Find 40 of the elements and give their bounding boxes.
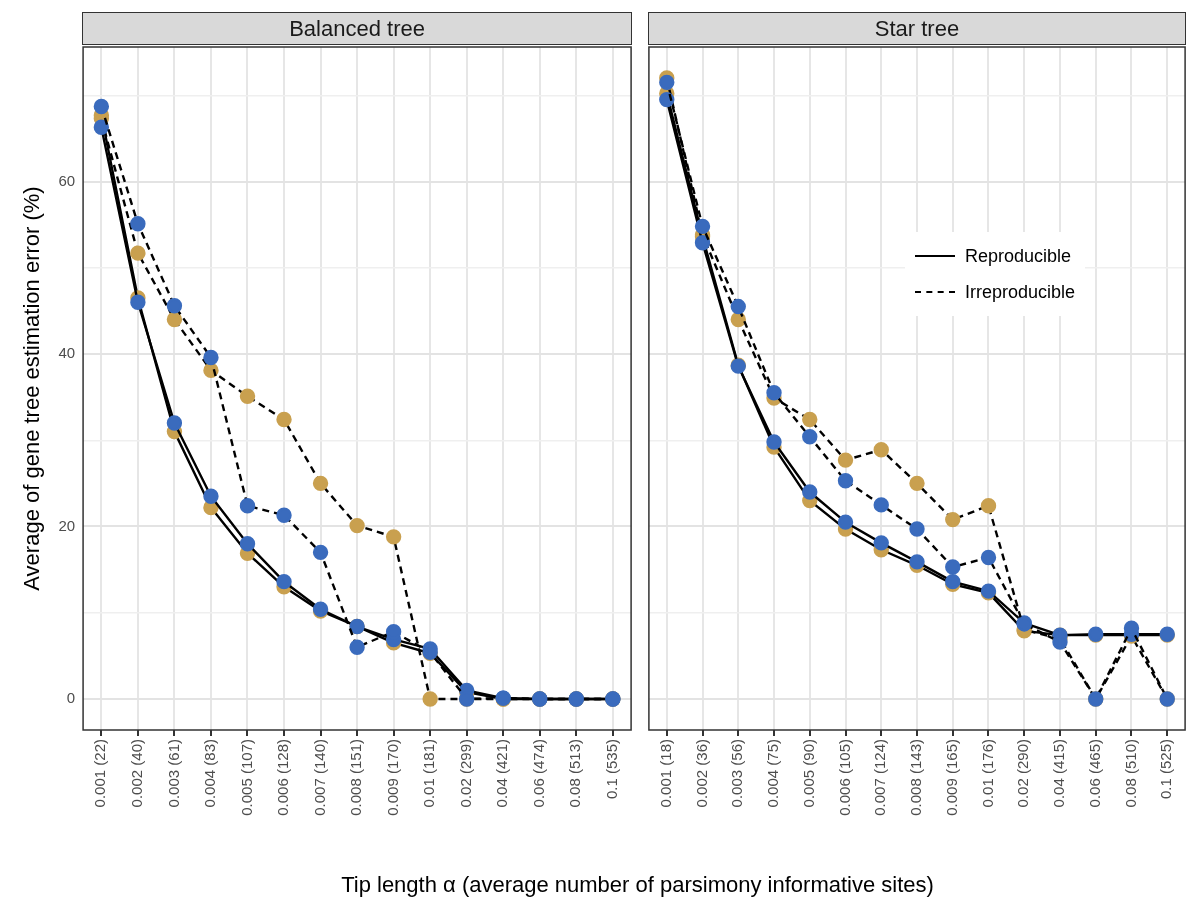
x-tick-label: 0.007 (124) bbox=[871, 739, 889, 816]
x-tick-label: 0.008 (151) bbox=[347, 739, 365, 816]
x-tick-label: 0.007 (140) bbox=[310, 739, 328, 816]
x-tick-label: 0.008 (143) bbox=[907, 739, 925, 816]
legend-label: Irreproducible bbox=[965, 281, 1076, 303]
x-tick-label: 0.06 (474) bbox=[529, 739, 547, 808]
chart-title: Star tree bbox=[647, 12, 1187, 45]
x-tick-label: 0.001 (22) bbox=[91, 739, 109, 808]
x-tick-label: 0.04 (415) bbox=[1050, 739, 1068, 808]
x-tick-label: 0.04 (421) bbox=[493, 739, 511, 808]
x-tick-label: 0.006 (105) bbox=[835, 739, 853, 816]
x-tick-label: 0.009 (165) bbox=[942, 739, 960, 816]
x-tick-label: 0.009 (170) bbox=[383, 739, 401, 816]
x-axis-title: Tip length α (average number of parsimony informative sites) bbox=[340, 872, 935, 898]
chart-title: Balanced tree bbox=[82, 12, 633, 45]
x-tick-label: 0.003 (61) bbox=[164, 739, 182, 808]
x-tick-label: 0.01 (181) bbox=[420, 739, 438, 808]
x-tick-label: 0.06 (465) bbox=[1085, 739, 1103, 808]
x-tick-label: 0.1 (525) bbox=[1157, 739, 1175, 800]
x-tick-label: 0.002 (40) bbox=[128, 739, 146, 808]
y-tick-label: 20 bbox=[58, 516, 76, 534]
x-tick-label: 0.002 (36) bbox=[692, 739, 710, 808]
x-tick-label: 0.005 (90) bbox=[799, 739, 817, 808]
x-tick-label: 0.004 (75) bbox=[764, 739, 782, 808]
legend-label: Reproducible bbox=[965, 245, 1072, 267]
x-tick-label: 0.003 (56) bbox=[728, 739, 746, 808]
x-tick-label: 0.02 (290) bbox=[1014, 739, 1032, 808]
y-axis-title: Average of gene tree estimation error (%) bbox=[19, 186, 45, 591]
x-tick-label: 0.01 (176) bbox=[978, 739, 996, 808]
x-tick-label: 0.001 (18) bbox=[656, 739, 674, 808]
x-tick-label: 0.08 (510) bbox=[1121, 739, 1139, 808]
y-tick-label: 60 bbox=[58, 171, 76, 189]
x-tick-label: 0.1 (535) bbox=[602, 739, 620, 800]
y-tick-label: 0 bbox=[66, 689, 76, 707]
x-tick-label: 0.005 (107) bbox=[237, 739, 255, 816]
x-tick-label: 0.006 (128) bbox=[274, 739, 292, 816]
x-tick-label: 0.02 (299) bbox=[456, 739, 474, 808]
x-tick-label: 0.004 (83) bbox=[201, 739, 219, 808]
x-tick-label: 0.08 (513) bbox=[566, 739, 584, 808]
y-tick-label: 40 bbox=[58, 344, 76, 362]
